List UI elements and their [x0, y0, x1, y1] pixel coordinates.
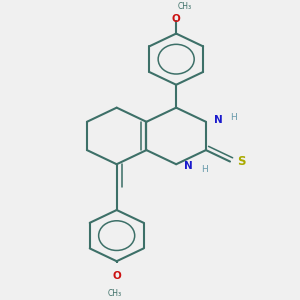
Text: O: O: [112, 271, 121, 281]
Text: CH₃: CH₃: [178, 2, 192, 11]
Text: H: H: [230, 113, 237, 122]
Text: H: H: [201, 165, 208, 174]
Text: CH₃: CH₃: [108, 290, 122, 298]
Text: O: O: [172, 14, 181, 24]
Text: N: N: [184, 160, 193, 171]
Text: N: N: [214, 116, 223, 125]
Text: S: S: [237, 155, 246, 168]
